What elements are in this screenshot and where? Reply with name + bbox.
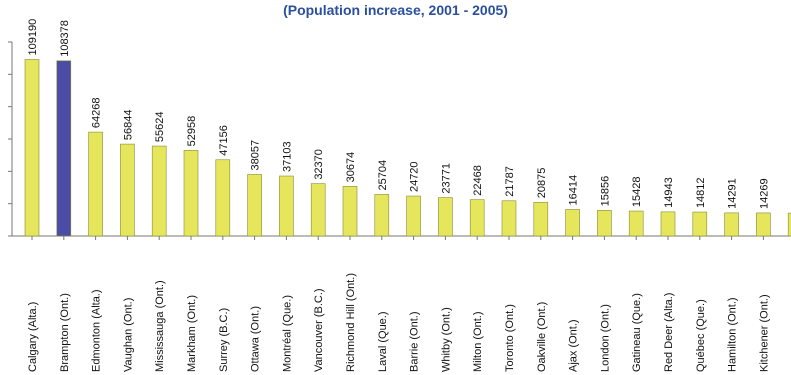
x-tick-label: Whitby (Ont.) [440,307,452,372]
bar [247,174,262,237]
bar [279,175,294,237]
data-label: 109190 [27,19,39,56]
data-label: 14269 [758,178,770,209]
bar [501,200,517,237]
bar [56,60,72,237]
bar [151,145,167,237]
x-tick-label: Oakville (Ont.) [536,302,548,372]
data-label: 24720 [409,161,421,192]
bar [88,131,103,237]
chart-subtitle: (Population increase, 2001 - 2005) [283,2,508,18]
x-tick-label: Vaughan (Ont.) [122,298,134,372]
x-tick-label: Milton (Ont.) [472,311,484,372]
bar [469,199,485,237]
data-label: 47156 [218,125,230,156]
bar [787,212,791,237]
data-label: 14812 [695,177,707,208]
data-label: 55624 [154,111,166,142]
bar [310,183,326,237]
data-label: 56844 [122,110,134,141]
bar [215,159,231,237]
data-label: 64268 [91,98,103,129]
x-tick-label: Edmonton (Alta.) [91,289,103,372]
data-label: 22468 [472,165,484,196]
data-label: 23771 [440,163,452,194]
bar [756,212,771,237]
x-tick-label: Toronto (Ont.) [504,304,516,372]
bar [406,195,421,237]
bar [438,197,453,237]
data-label: 20875 [536,168,548,199]
data-label: 108378 [59,20,71,57]
data-label: 21787 [504,166,516,197]
data-label: 14943 [663,177,675,208]
data-label: 16414 [568,175,580,206]
data-label: 37103 [281,141,293,172]
x-tick-label: Richmond Hill (Ont.) [345,273,357,372]
x-tick-label: London (Ont.) [599,304,611,372]
bar [724,212,739,237]
data-label: 38057 [250,140,262,171]
data-label: 14291 [727,178,739,209]
data-label: 30674 [345,152,357,183]
data-label: 15428 [631,176,643,207]
x-tick-label: Markham (Ont.) [186,295,198,372]
data-label: 15856 [599,176,611,207]
x-tick-label: Red Deer (Alta.) [663,293,675,372]
x-tick-label: Brampton (Ont.) [59,293,71,372]
bar [24,59,40,237]
bar [628,210,644,237]
bar [597,210,612,237]
data-label: 32370 [313,149,325,180]
bar [660,211,676,237]
x-tick-label: Barrie (Ont.) [409,311,421,372]
x-tick-label: Vancouver (B.C.) [313,288,325,372]
bar [692,211,708,237]
bar [120,143,135,237]
x-tick-label: Montréal (Que.) [281,295,293,372]
x-tick-label: Calgary (Alta.) [27,302,39,372]
x-tick-label: Ajax (Ont.) [568,319,580,372]
x-tick-label: Mississauga (Ont.) [154,280,166,372]
x-tick-label: Hamilton (Ont.) [727,297,739,372]
x-tick-label: Québec (Que.) [695,299,707,372]
bar [533,201,549,237]
x-tick-label: Kitchener (Ont.) [758,294,770,372]
bar [183,150,199,237]
x-tick-label: Surrey (B.C.) [218,308,230,372]
data-label: 52958 [186,116,198,147]
data-label: 25704 [377,160,389,191]
x-tick-label: Gatineau (Que.) [631,293,643,372]
x-tick-label: Ottawa (Ont.) [250,306,262,372]
bar [342,186,358,237]
x-tick-label: Laval (Que.) [377,311,389,372]
bar [374,194,390,237]
bar [565,209,580,237]
